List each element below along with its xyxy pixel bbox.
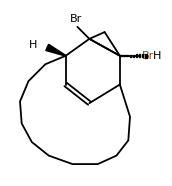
Text: H: H	[153, 51, 161, 61]
Polygon shape	[120, 55, 122, 56]
Polygon shape	[145, 54, 147, 58]
Polygon shape	[123, 55, 125, 56]
Polygon shape	[130, 55, 131, 57]
Polygon shape	[136, 54, 137, 57]
Text: Br: Br	[142, 51, 154, 61]
Text: H: H	[29, 40, 38, 49]
Polygon shape	[142, 54, 143, 57]
Polygon shape	[133, 55, 134, 57]
Text: Br: Br	[70, 14, 82, 24]
Polygon shape	[126, 55, 128, 57]
Polygon shape	[46, 44, 66, 56]
Polygon shape	[139, 54, 140, 57]
